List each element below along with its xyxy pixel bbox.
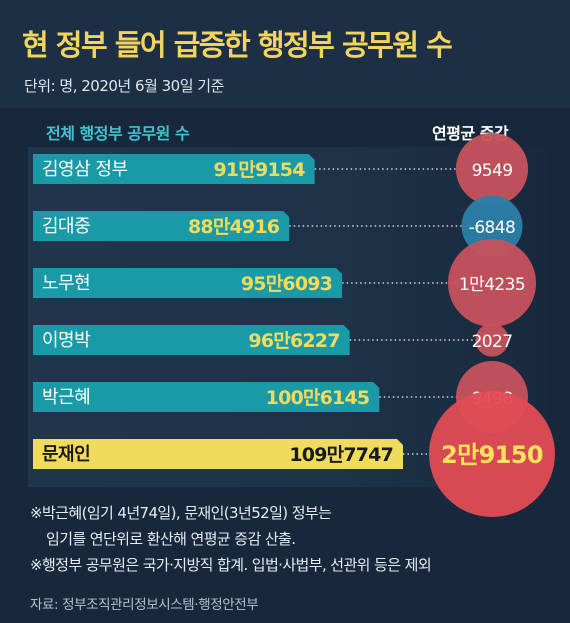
bar (33, 268, 343, 298)
bar (33, 382, 380, 412)
change-label: -6848 (469, 218, 515, 238)
bar (33, 211, 290, 241)
change-bubble (461, 195, 523, 257)
source-note: 자료: 정부조직관리정보시스템·행정안전부 (30, 597, 259, 613)
unit-note: 단위: 명, 2020년 6월 30일 기준 (24, 77, 224, 95)
bar (33, 439, 403, 469)
change-bubble (475, 323, 509, 357)
bar-value-label: 109만7747 (289, 444, 393, 466)
bar-value-label: 91만9154 (213, 159, 305, 181)
left-column-header: 전체 행정부 공무원 수 (46, 124, 190, 143)
bar-value-label: 95만6093 (241, 273, 332, 295)
change-label: 2027 (472, 332, 513, 352)
bar-category-label: 김대중 (42, 216, 90, 237)
footnote-1-continued: 임기를 연단위로 환산해 연평균 증감 산출. (46, 530, 296, 548)
bar (33, 325, 350, 355)
change-bubble (429, 391, 555, 517)
change-bubble (447, 238, 537, 328)
footnote-2: ※행정부 공무원은 국가·지방직 합계. 입법·사법부, 선관위 등은 제외 (30, 556, 432, 574)
bar-category-label: 문재인 (42, 444, 90, 465)
bar (33, 154, 315, 184)
change-label: 2만9150 (441, 441, 543, 469)
bar-value-label: 96만6227 (248, 330, 339, 352)
bar-category-label: 이명박 (42, 330, 90, 351)
change-label: 9549 (472, 161, 513, 181)
bar-value-label: 88만4916 (188, 216, 280, 238)
bar-category-label: 박근혜 (42, 387, 90, 408)
bar-category-label: 노무현 (42, 273, 90, 294)
chart-title: 현 정부 들어 급증한 행정부 공무원 수 (22, 28, 453, 62)
bar-value-label: 100만6145 (266, 387, 370, 409)
change-label: 1만4235 (459, 275, 525, 295)
change-bubble (455, 132, 529, 206)
bar-category-label: 김영삼 정부 (42, 159, 128, 180)
footnotes: ※박근혜(임기 4년74일), 문재인(3년52일) 정부는 임기를 연단위로 … (30, 500, 432, 578)
header-background (0, 0, 570, 108)
footnote-1: ※박근혜(임기 4년74일), 문재인(3년52일) 정부는 (30, 504, 332, 522)
